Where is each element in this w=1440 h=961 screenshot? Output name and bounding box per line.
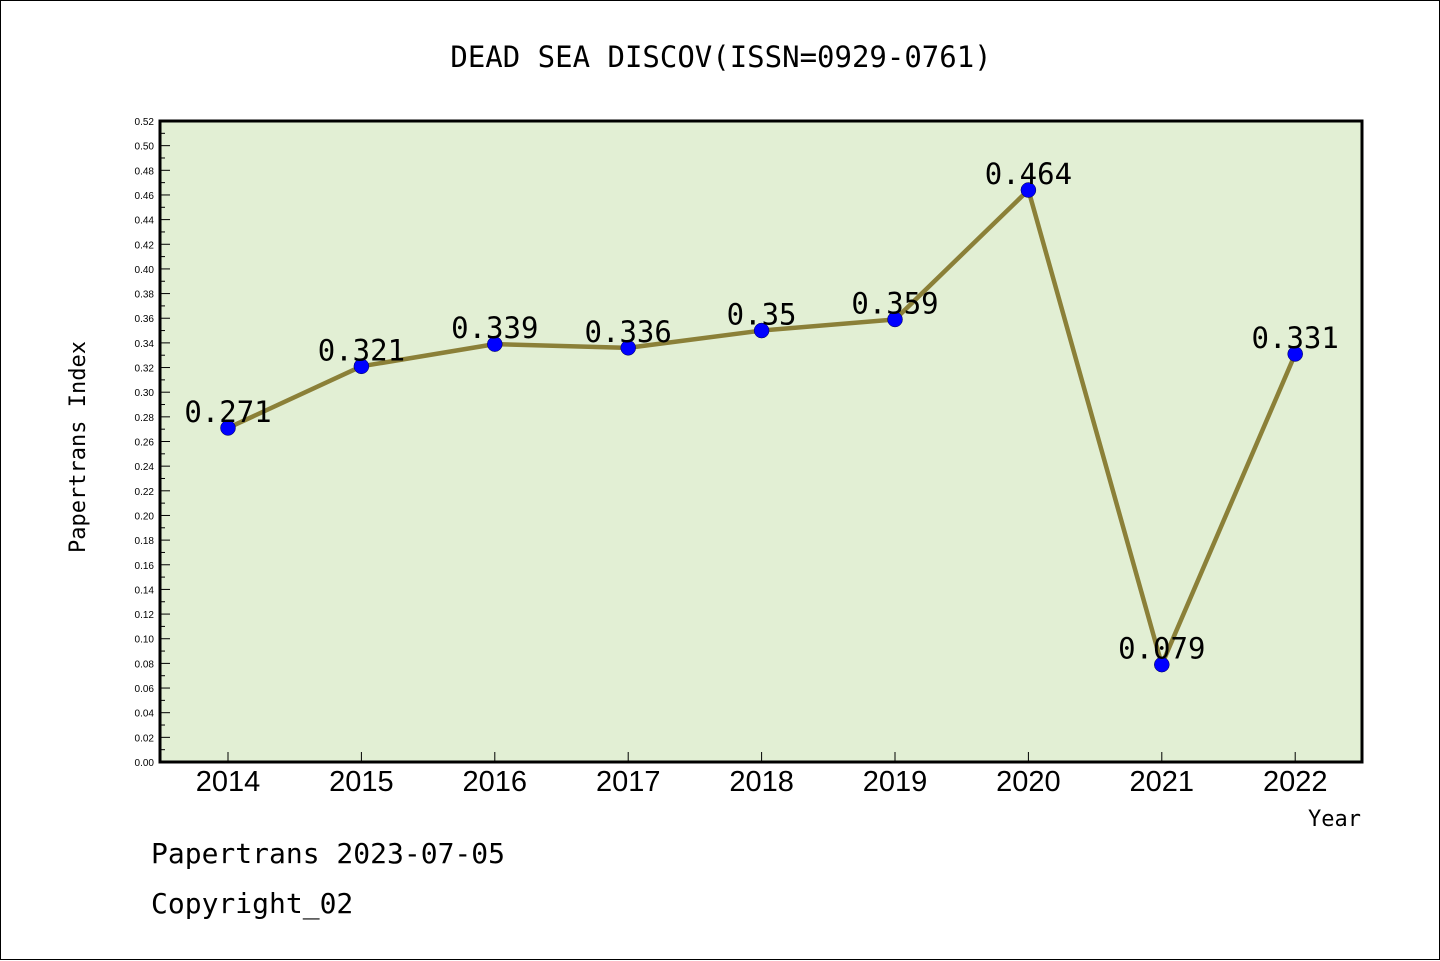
y-tick-label: 0.28 [135, 413, 155, 424]
data-point [1287, 346, 1303, 362]
data-point [620, 340, 636, 356]
y-tick-label: 0.24 [135, 462, 155, 473]
plot-area [160, 121, 1362, 762]
x-tick-label: 2021 [1130, 766, 1195, 798]
y-tick-label: 0.36 [135, 314, 155, 325]
y-tick-label: 0.02 [135, 733, 155, 744]
y-tick-label: 0.48 [135, 166, 155, 177]
y-tick-label: 0.06 [135, 684, 155, 695]
x-tick-label: 2014 [196, 766, 261, 798]
y-axis: 0.00 0.02 0.04 0.06 0.08 0.10 0.12 0.14 0.16 0.18… [135, 117, 170, 769]
data-point [487, 336, 503, 352]
data-label: 0.359 [851, 286, 938, 320]
x-tick-label: 2015 [329, 766, 394, 798]
data-label: 0.321 [318, 333, 405, 367]
y-tick-label: 0.14 [135, 585, 155, 596]
data-points [220, 182, 1303, 673]
y-tick-label: 0.20 [135, 511, 155, 522]
data-point [1154, 656, 1170, 673]
data-label: 0.464 [985, 157, 1072, 191]
x-tick-label: 2020 [996, 766, 1061, 798]
y-tick-label: 0.30 [135, 388, 155, 399]
y-tick-label: 0.42 [135, 240, 155, 251]
data-label: 0.079 [1118, 632, 1205, 666]
data-point [1020, 182, 1037, 198]
x-tick-label: 2019 [863, 766, 928, 798]
y-tick-label: 0.18 [135, 536, 155, 547]
y-tick-label: 0.52 [135, 117, 155, 128]
y-tick-label: 0.44 [135, 216, 155, 227]
y-tick-label: 0.22 [135, 487, 155, 498]
y-tick-label: 0.38 [135, 290, 155, 301]
y-tick-label: 0.08 [135, 659, 155, 670]
x-tick-label: 2017 [596, 766, 661, 798]
y-axis-label: Papertrans Index [66, 341, 91, 553]
data-point [353, 358, 370, 375]
y-tick-label: 0.04 [135, 709, 155, 720]
data-point [220, 420, 236, 436]
data-label: 0.271 [184, 395, 271, 429]
data-label: 0.331 [1252, 321, 1339, 355]
data-labels: 0.271 0.321 0.339 0.336 0.35 0.359 0.464 0.079 0… [184, 157, 1339, 666]
y-tick-label: 0.26 [135, 438, 155, 449]
y-tick-label: 0.16 [135, 561, 155, 572]
y-tick-label: 0.50 [135, 142, 155, 153]
plot-border [158, 119, 1364, 764]
x-axis-label: Year [1308, 807, 1361, 832]
chart-title: DEAD SEA DISCOV(ISSN=0929-0761) [450, 40, 991, 74]
data-point [887, 311, 903, 328]
y-tick-label: 0.34 [135, 339, 155, 350]
y-tick-label: 0.32 [135, 364, 155, 375]
footer-copyright: Copyright_02 [151, 887, 354, 920]
data-label: 0.336 [585, 315, 672, 349]
x-tick-label: 2022 [1263, 766, 1328, 798]
y-tick-label: 0.40 [135, 265, 155, 276]
data-label: 0.35 [727, 298, 797, 332]
x-tick-label: 2016 [463, 766, 528, 798]
x-axis: 2014 2015 2016 2017 2018 2019 2020 2021 2022 [196, 752, 1328, 798]
data-point [753, 322, 770, 339]
y-tick-label: 0.00 [135, 758, 155, 769]
y-tick-label: 0.10 [135, 635, 155, 646]
x-tick-label: 2018 [729, 766, 794, 798]
footer-date: Papertrans 2023-07-05 [151, 837, 506, 870]
y-tick-label: 0.46 [135, 191, 155, 202]
y-tick-label: 0.12 [135, 610, 155, 621]
data-label: 0.339 [451, 311, 538, 345]
